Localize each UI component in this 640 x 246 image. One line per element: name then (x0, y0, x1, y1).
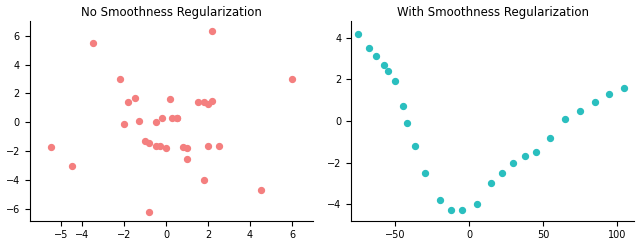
Point (172, 116, 182, 120)
Point (129, 96, 140, 100)
Point (123, 100, 133, 104)
Point (420, 171, 430, 175)
Point (520, 154, 531, 158)
Point (255, 188, 266, 192)
Point (619, 86, 629, 90)
Point (214, 143, 224, 147)
Point (199, 100, 209, 104)
Point (531, 150, 541, 154)
Point (371, 55, 381, 59)
Point (199, 178, 209, 182)
Point (486, 181, 497, 185)
Point (161, 146, 172, 150)
Point (150, 143, 161, 147)
Point (545, 136, 556, 139)
Point (140, 139, 150, 143)
Point (150, 120, 161, 124)
Point (134, 119, 144, 123)
Point (472, 202, 482, 206)
Point (165, 97, 175, 101)
Point (45, 145, 56, 149)
Point (182, 156, 192, 160)
Point (207, 99, 218, 103)
Point (287, 77, 297, 81)
Point (167, 116, 177, 120)
Point (456, 208, 467, 212)
Point (182, 146, 192, 150)
Point (353, 32, 364, 36)
Point (207, 29, 218, 33)
Point (144, 141, 154, 145)
Point (497, 171, 507, 175)
Point (119, 122, 129, 126)
Point (115, 77, 125, 81)
Point (193, 100, 203, 104)
Point (178, 145, 188, 149)
Point (446, 208, 456, 212)
Point (402, 121, 412, 125)
Title: With Smoothness Regularization: With Smoothness Regularization (397, 6, 589, 18)
Point (383, 69, 393, 73)
Point (575, 108, 585, 112)
Point (508, 161, 518, 165)
Point (589, 100, 600, 104)
Point (390, 79, 401, 83)
Point (88, 41, 98, 45)
Point (435, 198, 445, 202)
Point (203, 102, 213, 106)
Point (203, 143, 213, 147)
Point (144, 210, 154, 214)
Point (604, 92, 614, 96)
Point (364, 46, 374, 50)
Title: No Smoothness Regularization: No Smoothness Regularization (81, 6, 262, 18)
Point (378, 63, 388, 67)
Point (157, 116, 167, 120)
Point (67, 164, 77, 168)
Point (560, 117, 570, 121)
Point (172, 116, 182, 120)
Point (410, 144, 420, 148)
Point (397, 104, 408, 108)
Point (155, 143, 165, 147)
